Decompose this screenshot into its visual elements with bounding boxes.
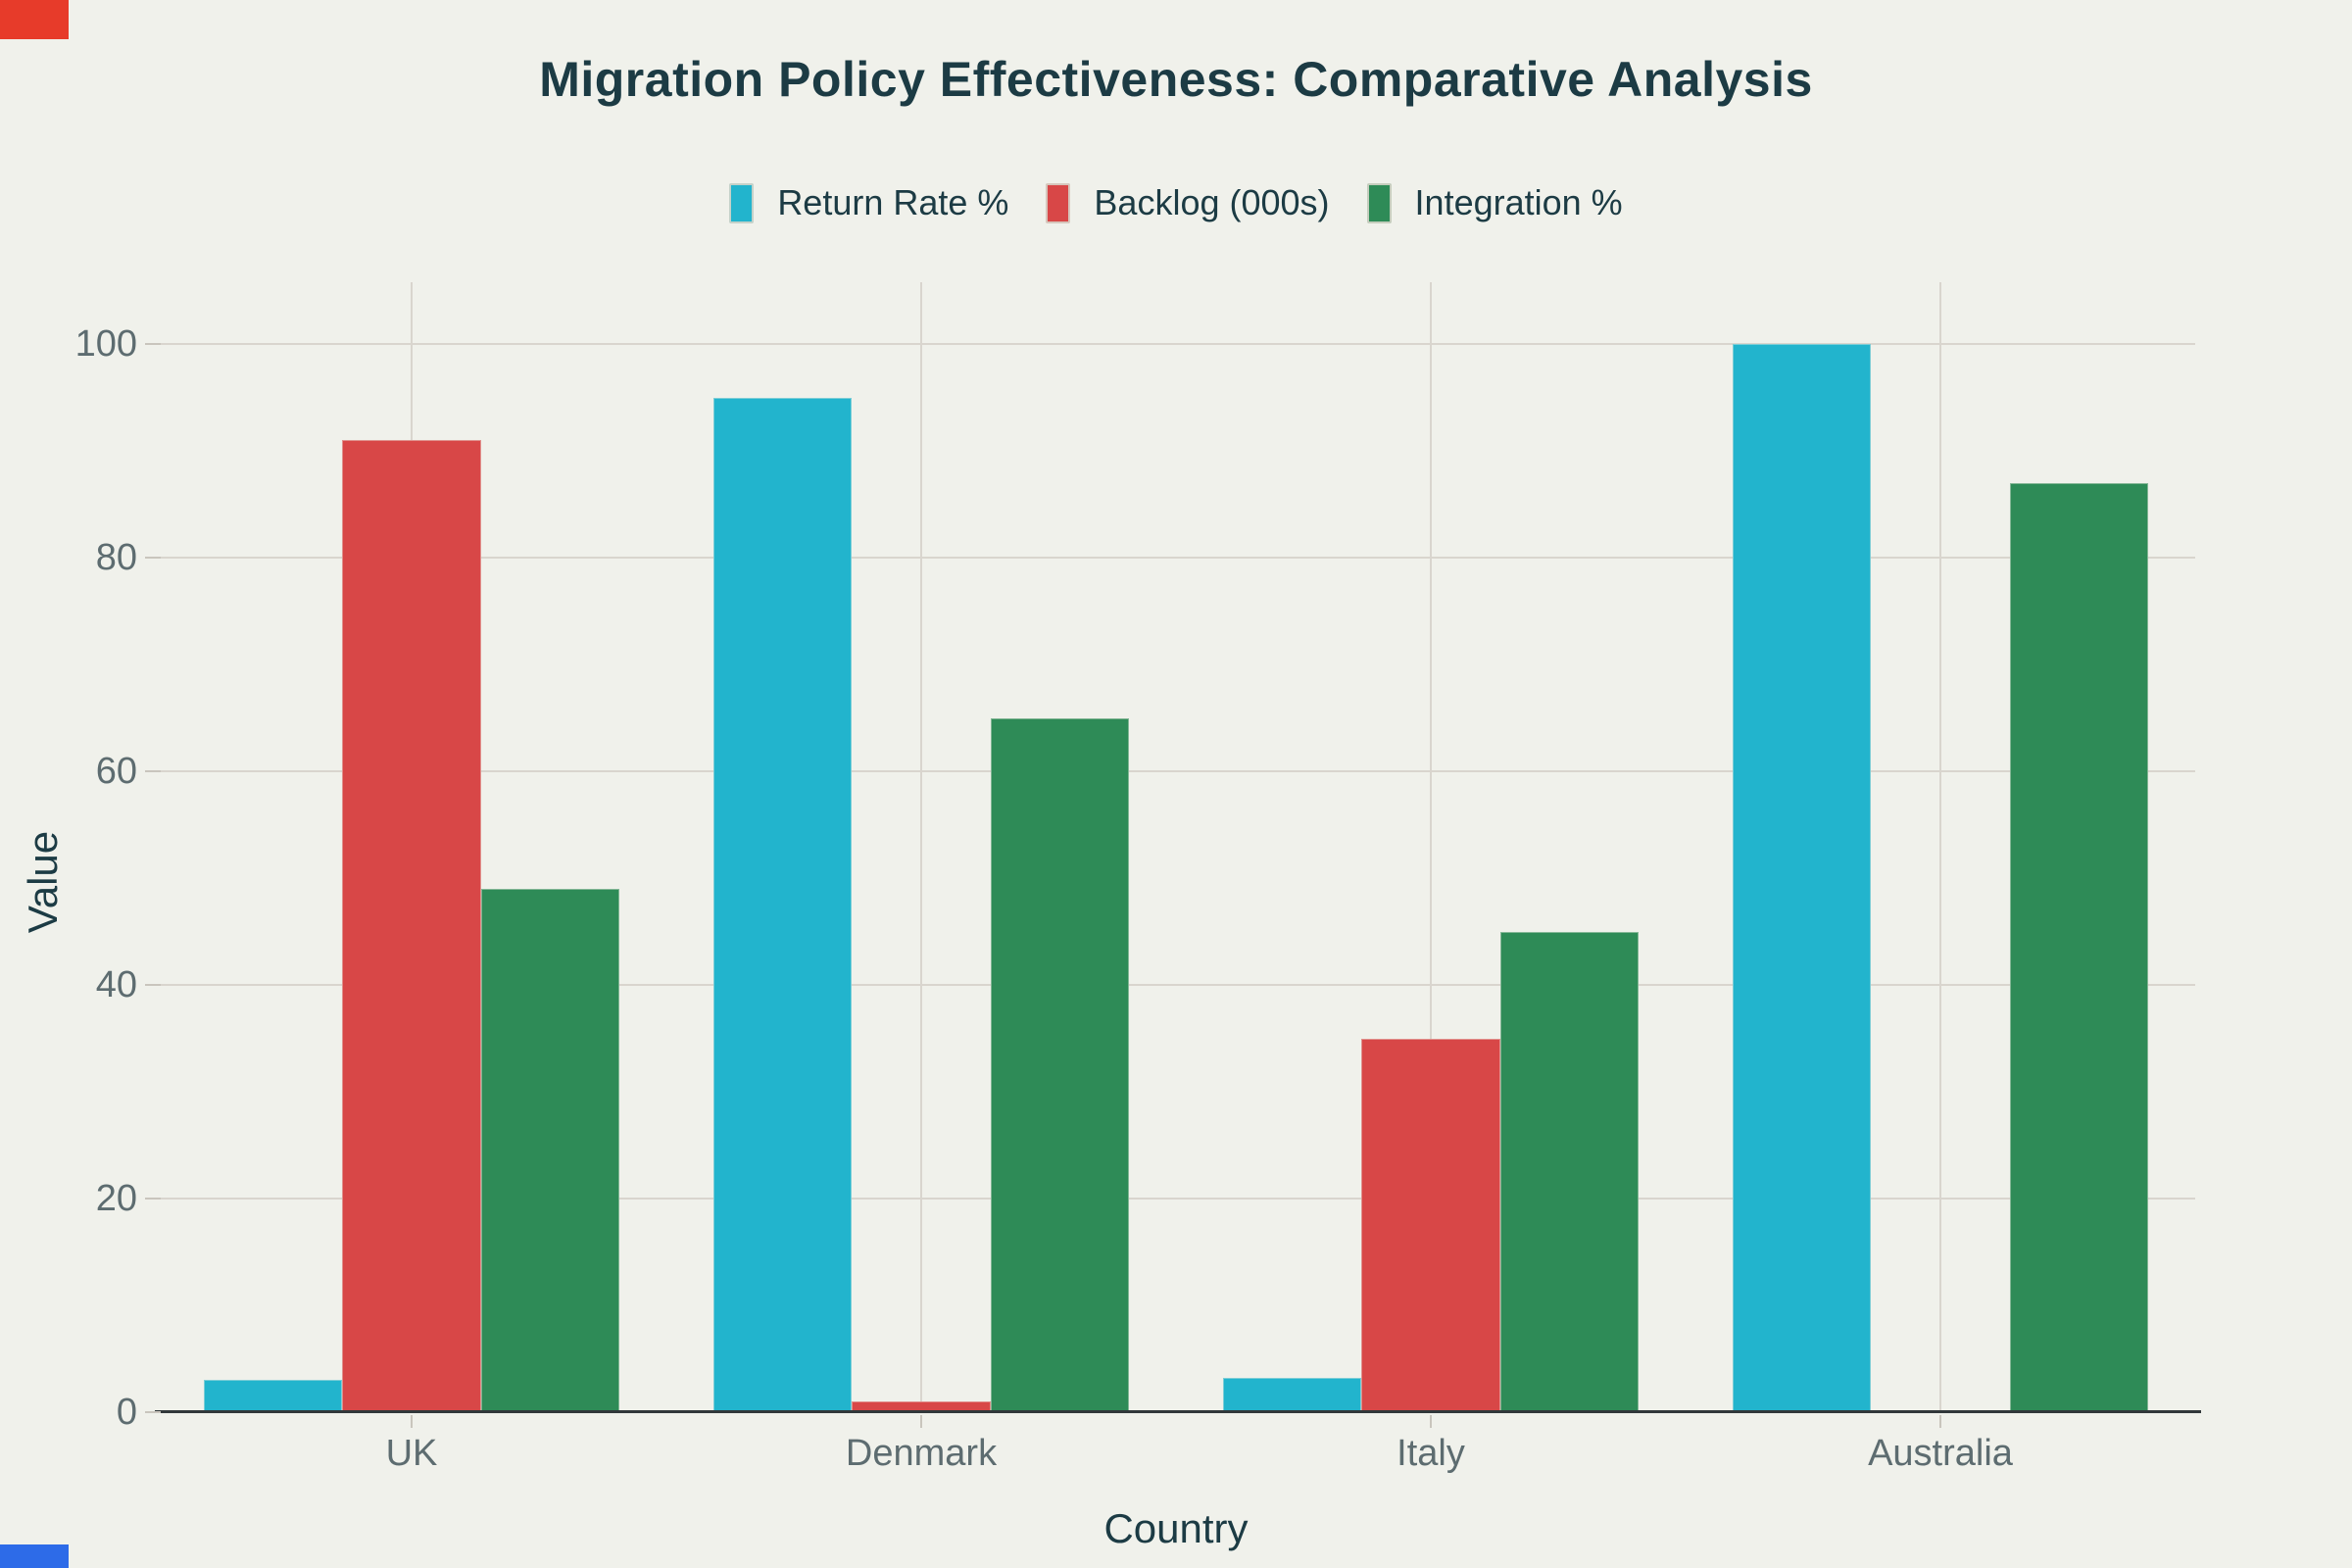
y-tick-label-80: 80 [95,537,137,578]
y-tick-label-60: 60 [95,751,137,792]
blue-corner-mark [0,1544,69,1568]
legend-item-return-rate[interactable]: Return Rate % [729,182,1008,223]
legend-item-backlog[interactable]: Backlog (000s) [1046,182,1330,223]
x-tick-label-australia: Australia [1868,1433,2013,1474]
legend-label-backlog: Backlog (000s) [1094,182,1330,222]
bar-backlog-000s-denmark[interactable] [852,1401,991,1412]
return-rate-swatch-icon [729,182,755,223]
y-tick-label-20: 20 [95,1178,137,1219]
gridline-v-italy [1430,282,1432,1412]
bar-integration-australia[interactable] [2009,482,2148,1412]
red-corner-mark [0,0,69,39]
legend: Return Rate % Backlog (000s) Integration… [0,182,2352,223]
backlog-swatch-icon [1046,182,1071,223]
bar-return-rate-italy[interactable] [1223,1378,1362,1412]
bar-integration-denmark[interactable] [990,717,1129,1412]
bar-backlog-000s-italy[interactable] [1361,1038,1500,1412]
x-tick-mark-denmark [920,1415,922,1428]
gridline-h-20 [157,1198,2195,1200]
x-tick-mark-australia [1939,1415,1941,1428]
y-tick-mark-60 [145,770,161,772]
y-tick-label-40: 40 [95,964,137,1005]
gridline-h-100 [157,343,2195,345]
plot-area [157,282,2195,1412]
y-tick-label-100: 100 [74,323,137,365]
x-tick-label-denmark: Denmark [845,1433,998,1474]
integration-swatch-icon [1366,182,1392,223]
y-tick-mark-40 [145,984,161,986]
bar-return-rate-australia[interactable] [1733,344,1872,1412]
y-tick-mark-20 [145,1198,161,1200]
x-tick-mark-uk [411,1415,413,1428]
bar-return-rate-uk[interactable] [204,1380,343,1412]
bar-integration-italy[interactable] [1499,931,1639,1412]
gridline-v-denmark [920,282,922,1412]
x-axis-line [155,1410,2201,1413]
gridline-v-australia [1939,282,1941,1412]
y-tick-mark-100 [145,343,161,345]
x-tick-mark-italy [1430,1415,1432,1428]
legend-label-return-rate: Return Rate % [777,182,1009,222]
bar-integration-uk[interactable] [480,888,619,1412]
x-axis-title: Country [1103,1505,1249,1551]
y-tick-mark-80 [145,557,161,559]
gridline-h-80 [157,557,2195,559]
chart-title: Migration Policy Effectiveness: Comparat… [539,52,1813,107]
gridline-h-40 [157,984,2195,986]
x-tick-label-italy: Italy [1396,1433,1465,1474]
gridline-h-60 [157,770,2195,772]
legend-label-integration: Integration % [1414,182,1623,222]
y-axis-title: Value [20,830,66,934]
y-tick-label-0: 0 [116,1392,137,1433]
y-tick-mark-0 [145,1411,161,1413]
bar-return-rate-denmark[interactable] [713,397,853,1412]
x-tick-label-uk: UK [385,1433,438,1474]
legend-item-integration[interactable]: Integration % [1366,182,1623,223]
bar-backlog-000s-uk[interactable] [342,440,481,1412]
